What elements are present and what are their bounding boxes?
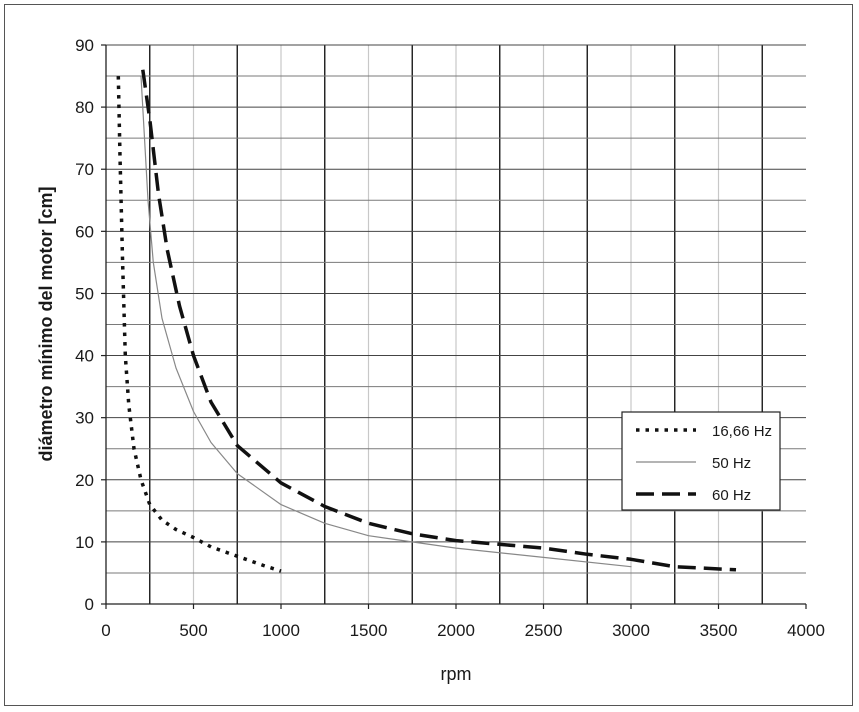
x-axis-title: rpm — [441, 664, 472, 684]
chart-frame — [4, 4, 853, 706]
x-tick-label: 4000 — [787, 621, 825, 640]
x-tick-label: 3000 — [612, 621, 650, 640]
y-tick-label: 10 — [75, 533, 94, 552]
x-tick-label: 2000 — [437, 621, 475, 640]
tick-labels: 0 500 1000 1500 2000 2500 3000 3500 4000 0 10 20 30 4… — [75, 36, 825, 640]
y-tick-label: 50 — [75, 284, 94, 303]
x-tick-label: 1500 — [350, 621, 388, 640]
y-tick-label: 30 — [75, 409, 94, 428]
series-line-50-hz — [140, 75, 632, 568]
x-tick-label: 2500 — [525, 621, 563, 640]
y-tick-label: 60 — [75, 222, 94, 241]
y-tick-label: 20 — [75, 471, 94, 490]
axes — [101, 44, 807, 609]
legend: 16,66 Hz 50 Hz 60 Hz — [621, 411, 781, 511]
x-tick-label: 3500 — [700, 621, 738, 640]
y-tick-label: 40 — [75, 347, 94, 366]
x-tick-label: 500 — [179, 621, 207, 640]
grid — [106, 44, 806, 604]
legend-label-50hz: 50 Hz — [712, 455, 751, 472]
series-layer — [116, 69, 737, 573]
legend-label-60hz: 60 Hz — [712, 487, 751, 504]
legend-label-16-66hz: 16,66 Hz — [712, 423, 772, 440]
y-tick-label: 90 — [75, 36, 94, 55]
y-tick-label: 70 — [75, 160, 94, 179]
y-tick-label: 0 — [85, 595, 94, 614]
series-line-16-66-hz — [116, 76, 282, 573]
series-line-60-hz — [141, 69, 737, 572]
x-tick-label: 0 — [101, 621, 110, 640]
y-axis-title: diámetro mínimo del motor [cm] — [36, 186, 56, 461]
x-tick-label: 1000 — [262, 621, 300, 640]
y-tick-label: 80 — [75, 98, 94, 117]
